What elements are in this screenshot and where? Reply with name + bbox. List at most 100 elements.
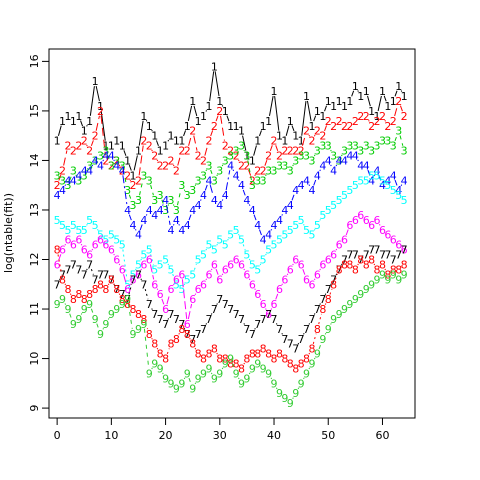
- series-4-point: 4: [249, 204, 256, 217]
- series-1-point: 1: [357, 90, 364, 103]
- series-5-segment: [135, 268, 137, 271]
- series-6-point: 6: [390, 234, 397, 247]
- series-6-point: 6: [281, 273, 288, 286]
- series-9-point: 9: [287, 397, 294, 410]
- series-7-point: 7: [102, 268, 109, 281]
- series-8-point: 8: [319, 303, 326, 316]
- series-1-point: 1: [195, 115, 202, 128]
- series-4-point: 4: [162, 194, 169, 207]
- series-3-point: 3: [384, 135, 391, 148]
- series-2-point: 2: [124, 169, 131, 182]
- y-tick-label: 10: [28, 352, 41, 366]
- x-axis: 0 10 20 30 40 50 60: [54, 417, 389, 442]
- series-3-segment: [150, 184, 154, 196]
- series-1-point: 1: [178, 135, 185, 148]
- series-9-point: 9: [374, 273, 381, 286]
- series-9-point: 9: [211, 372, 218, 385]
- series-7-point: 7: [368, 244, 375, 257]
- series-5-segment: [238, 233, 240, 236]
- series-8-point: 8: [314, 323, 321, 336]
- series-4-segment: [335, 164, 338, 167]
- series-4-segment: [225, 170, 231, 191]
- series-6-point: 6: [97, 234, 104, 247]
- series-1-segment: [285, 125, 290, 136]
- series-8-point: 8: [227, 358, 234, 371]
- series-6-point: 6: [64, 234, 71, 247]
- series-5-point: 5: [243, 249, 250, 262]
- series-4-point: 4: [357, 159, 364, 172]
- series-1-point: 1: [281, 135, 288, 148]
- series-9-point: 9: [200, 367, 207, 380]
- series-8-point: 8: [395, 263, 402, 276]
- series-1-segment: [253, 145, 257, 156]
- series-3-point: 3: [124, 184, 131, 197]
- series-4-point: 4: [325, 154, 332, 167]
- series-6-point: 6: [189, 293, 196, 306]
- series-9-point: 9: [216, 367, 223, 380]
- series-8-segment: [243, 362, 245, 365]
- series-6-point: 6: [368, 219, 375, 232]
- series-7-point: 7: [314, 303, 321, 316]
- series-6-point: 6: [222, 263, 229, 276]
- series-3-point: 3: [303, 149, 310, 162]
- series-5-point: 5: [346, 184, 353, 197]
- series-8-point: 8: [254, 348, 261, 361]
- series-7-point: 7: [157, 313, 164, 326]
- series-1-point: 1: [308, 120, 315, 133]
- series-9-point: 9: [146, 367, 153, 380]
- series-7-point: 7: [108, 273, 115, 286]
- series-9-point: 9: [352, 293, 359, 306]
- series-1-segment: [242, 135, 247, 151]
- series-6-segment: [172, 283, 175, 286]
- series-8-point: 8: [341, 258, 348, 271]
- series-2-segment: [308, 134, 311, 137]
- series-3-point: 3: [130, 199, 137, 212]
- series-4-point: 4: [271, 219, 278, 232]
- series-5-segment: [248, 258, 251, 261]
- series-8-point: 8: [211, 343, 218, 356]
- x-tick-label: 0: [54, 429, 61, 442]
- series-6-point: 6: [140, 258, 147, 271]
- series-6-segment: [259, 298, 262, 300]
- series-5-segment: [205, 248, 207, 251]
- series-6-segment: [194, 293, 197, 295]
- series-3-segment: [205, 169, 207, 172]
- series-4-point: 4: [276, 214, 283, 227]
- series-6-segment: [187, 303, 193, 320]
- series-3-point: 3: [205, 159, 212, 172]
- series-9-point: 9: [81, 303, 88, 316]
- series-9-segment: [162, 372, 164, 375]
- series-5-point: 5: [113, 234, 120, 247]
- series-1-point: 1: [200, 110, 207, 123]
- y-tick-label: 14: [28, 153, 41, 167]
- series-9-segment: [270, 377, 273, 380]
- series-9-point: 9: [357, 288, 364, 301]
- series-3-point: 3: [102, 145, 109, 158]
- series-5-point: 5: [97, 229, 104, 242]
- series-4-point: 4: [287, 199, 294, 212]
- series-5: 5555555555555555555555555555555555555555…: [54, 169, 408, 296]
- series-3-point: 3: [227, 149, 234, 162]
- series-7-segment: [140, 278, 142, 281]
- series-2-point: 2: [303, 125, 310, 138]
- series-6-segment: [64, 243, 67, 246]
- series-7-point: 7: [222, 298, 229, 311]
- series-7-point: 7: [395, 249, 402, 262]
- series-6-point: 6: [384, 229, 391, 242]
- series-3-segment: [194, 184, 197, 187]
- series-3-point: 3: [260, 174, 267, 187]
- series-7-point: 7: [298, 333, 305, 346]
- series-7-point: 7: [254, 318, 261, 331]
- series-1-point: 1: [102, 140, 109, 153]
- series-9-segment: [318, 343, 322, 350]
- series-8-point: 8: [135, 308, 142, 321]
- series-4-point: 4: [97, 159, 104, 172]
- series-9-point: 9: [298, 377, 305, 390]
- series-9-segment: [313, 357, 316, 360]
- series-7-segment: [281, 332, 283, 335]
- series-2-segment: [368, 120, 370, 122]
- series-7-point: 7: [200, 323, 207, 336]
- series-9-point: 9: [113, 303, 120, 316]
- series-8-point: 8: [401, 258, 408, 271]
- series-2-segment: [254, 174, 256, 177]
